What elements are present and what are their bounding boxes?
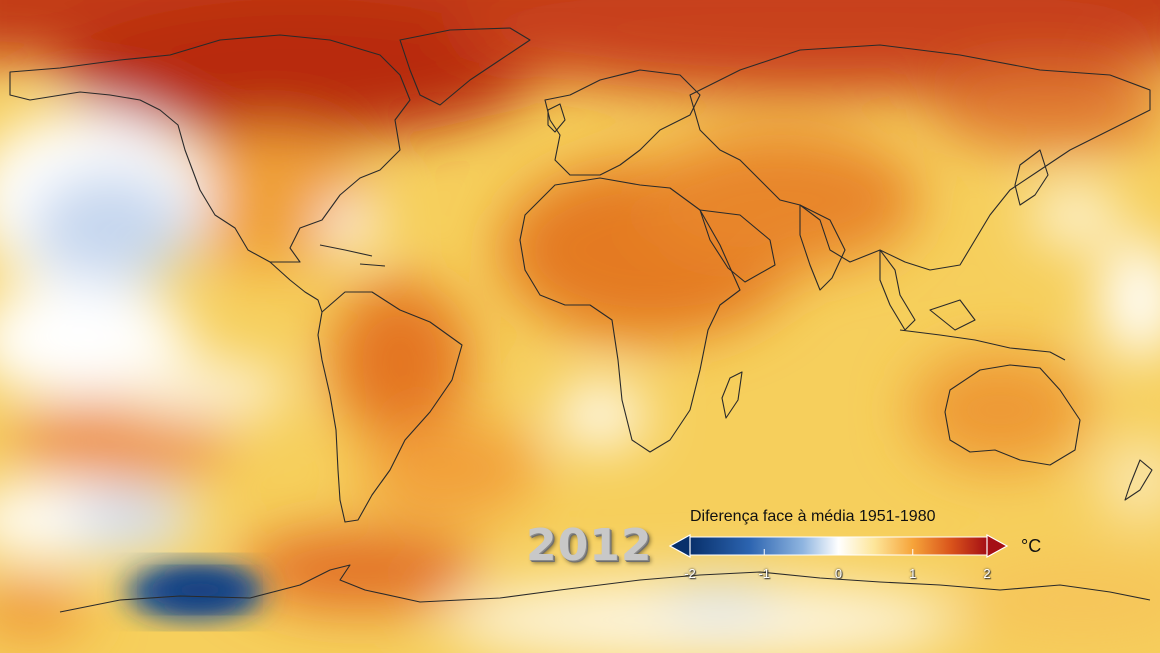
legend-scale [668, 533, 1009, 559]
asia-outline [689, 44, 1151, 271]
south-america-outline [317, 291, 463, 523]
legend-left-arrow [668, 533, 691, 559]
legend-tick-label: 2 [983, 566, 991, 581]
legend-title: Diferença face à média 1951-1980 [690, 508, 936, 525]
greenland-outline [399, 27, 531, 106]
madagascar-outline [721, 371, 743, 419]
arabia-outline [699, 209, 776, 283]
legend-unit: °C [1021, 536, 1042, 556]
europe-outline [544, 69, 701, 176]
japan-outline [1014, 149, 1049, 206]
caribbean-outline [319, 244, 386, 267]
uk-outline [547, 103, 566, 133]
legend-tick-label: -2 [684, 566, 696, 581]
legend-tick-label: -1 [758, 566, 771, 581]
legend-tick-label: 0 [834, 566, 843, 581]
year-label: 2012 [526, 520, 653, 571]
indonesia-outline [899, 299, 1066, 361]
legend-right-arrow [986, 533, 1009, 559]
legend-tick-label: 1 [909, 566, 917, 581]
legend-tick-marks [689, 549, 988, 555]
africa-outline [519, 177, 741, 453]
coastlines [9, 27, 1153, 613]
new-zealand-outline [1124, 459, 1153, 501]
india-outline [799, 204, 846, 291]
australia-outline [944, 364, 1081, 466]
southeast-asia-outline [879, 249, 916, 331]
central-america-outline [269, 261, 323, 313]
north-america-outline [9, 34, 411, 263]
antarctica-outline [59, 564, 1151, 613]
